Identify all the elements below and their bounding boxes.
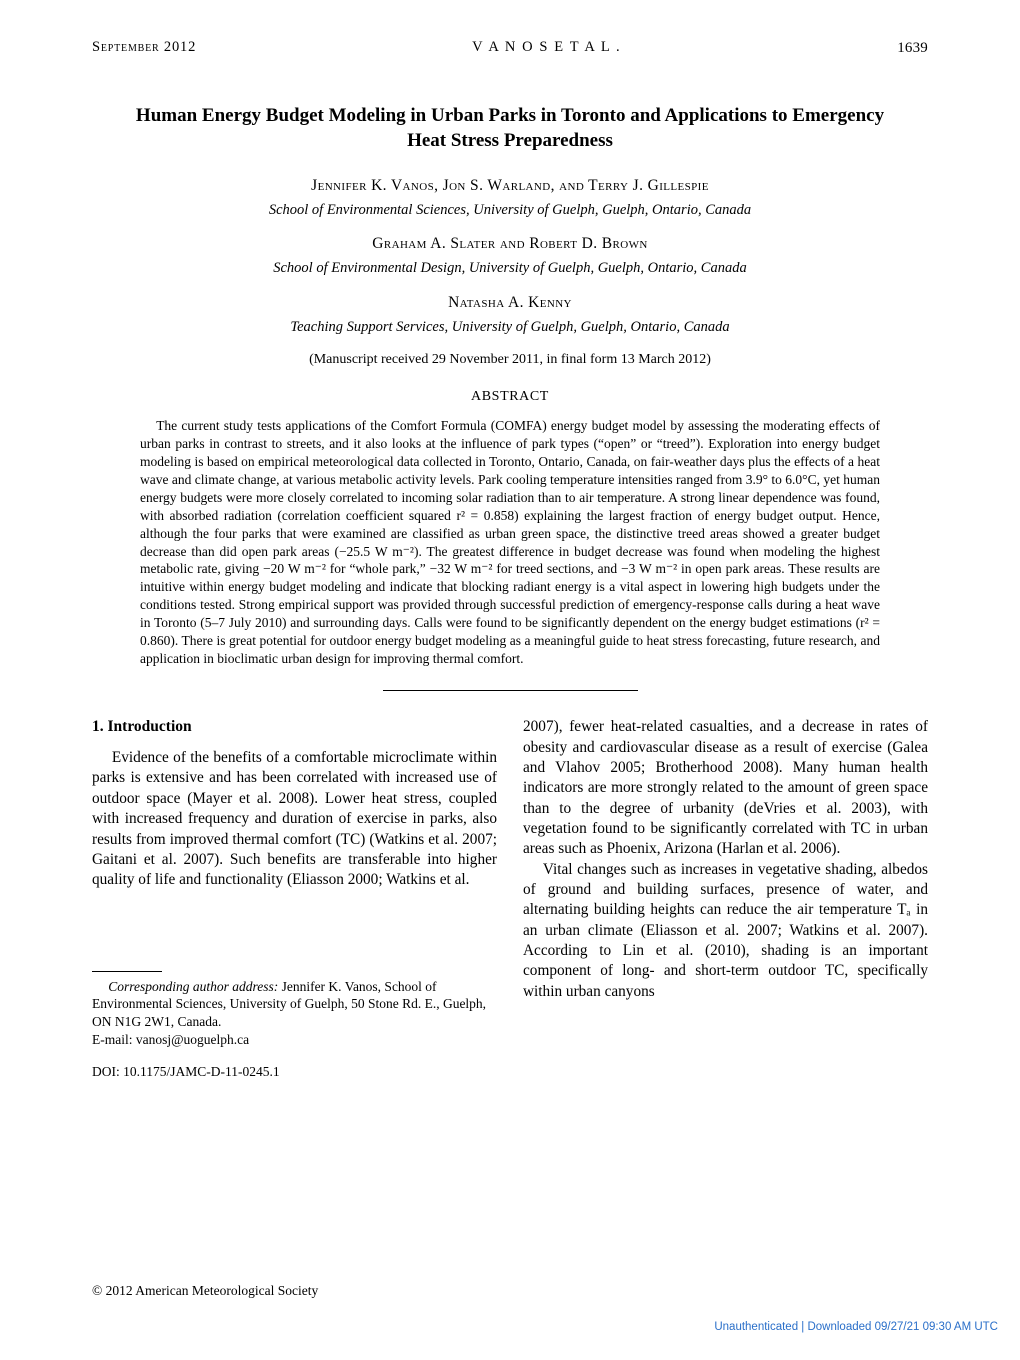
manuscript-dates: (Manuscript received 29 November 2011, i…: [92, 351, 928, 370]
affiliation: School of Environmental Sciences, Univer…: [92, 201, 928, 221]
abstract-label: ABSTRACT: [92, 388, 928, 407]
download-watermark: Unauthenticated | Downloaded 09/27/21 09…: [714, 1320, 998, 1336]
page-number: 1639: [897, 38, 928, 58]
copyright-line: © 2012 American Meteorological Society: [92, 1282, 318, 1300]
section-separator: [383, 690, 638, 691]
affiliation: Teaching Support Services, University of…: [92, 318, 928, 338]
body-columns: 1. Introduction Evidence of the benefits…: [92, 717, 928, 1080]
intro-paragraph-2a: 2007), fewer heat-related casualties, an…: [523, 717, 928, 859]
intro-paragraph-1: Evidence of the benefits of a comfortabl…: [92, 748, 497, 890]
authors: Graham A. Slater and Robert D. Brown: [92, 234, 928, 255]
corresponding-author-block: Corresponding author address: Jennifer K…: [92, 971, 497, 1081]
section-heading-intro: 1. Introduction: [92, 717, 497, 738]
running-head: September 2012 V A N O S E T A L . 1639: [92, 38, 928, 58]
paper-title: Human Energy Budget Modeling in Urban Pa…: [120, 104, 900, 153]
corresponding-email: E-mail: vanosj@uoguelph.ca: [92, 1031, 497, 1049]
authors: Jennifer K. Vanos, Jon S. Warland, and T…: [92, 176, 928, 197]
running-head-date: September 2012: [92, 38, 196, 58]
author-block-1: Jennifer K. Vanos, Jon S. Warland, and T…: [92, 176, 928, 220]
corresponding-separator: [92, 971, 162, 972]
running-head-authors: V A N O S E T A L .: [196, 38, 897, 58]
abstract-body: The current study tests applications of …: [140, 417, 880, 668]
corresponding-label: Corresponding author address:: [108, 979, 278, 994]
author-block-3: Natasha A. Kenny Teaching Support Servic…: [92, 293, 928, 337]
author-block-2: Graham A. Slater and Robert D. Brown Sch…: [92, 234, 928, 278]
authors: Natasha A. Kenny: [92, 293, 928, 314]
intro-paragraph-2b: Vital changes such as increases in veget…: [523, 860, 928, 1002]
affiliation: School of Environmental Design, Universi…: [92, 259, 928, 279]
doi: DOI: 10.1175/JAMC-D-11-0245.1: [92, 1063, 497, 1081]
